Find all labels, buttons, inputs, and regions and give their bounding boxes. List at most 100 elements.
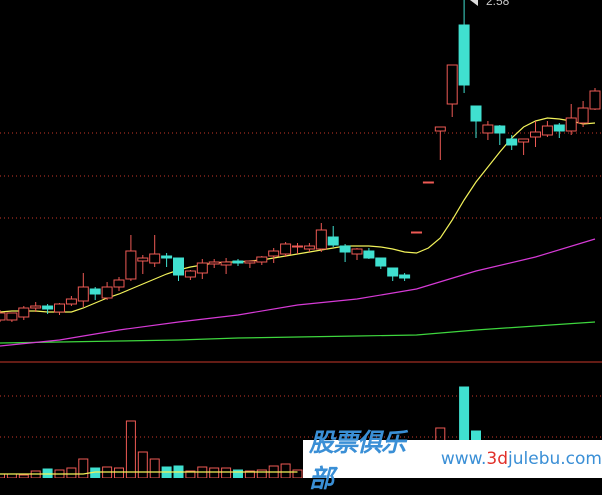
candle-down	[387, 267, 399, 281]
volume-bar	[221, 467, 232, 478]
volume-bar	[233, 469, 243, 478]
candle-body	[149, 253, 161, 264]
candle-down	[232, 259, 244, 266]
candle-up	[434, 126, 446, 160]
volume-bar	[125, 420, 136, 478]
price-high-label: 2.58	[486, 0, 510, 8]
candle-down	[161, 253, 173, 267]
candle-up	[411, 231, 422, 234]
candle-down	[42, 304, 54, 314]
candle-body	[387, 267, 399, 277]
candle-body	[125, 250, 137, 280]
candle-body	[268, 250, 280, 257]
candle-up	[351, 248, 363, 260]
candle-body	[101, 286, 113, 299]
candle-body	[137, 257, 149, 262]
candle-up	[422, 181, 434, 184]
volume-bar	[18, 474, 29, 478]
candle-body	[232, 260, 244, 264]
ma-short-line	[0, 117, 596, 313]
candle-body	[0, 312, 6, 321]
grid-lines	[0, 132, 602, 438]
candle-body	[482, 124, 494, 134]
candle-body	[18, 307, 30, 318]
volume-bar	[209, 467, 220, 478]
candle-body	[303, 245, 315, 250]
volume-bar	[244, 470, 255, 478]
candle-down	[89, 287, 101, 300]
candle-up	[280, 242, 292, 257]
candle-up	[315, 223, 327, 252]
candle-up	[577, 101, 589, 127]
candle-down	[553, 123, 565, 138]
volume-bar	[256, 469, 267, 478]
candle-body	[422, 181, 434, 184]
candle-body	[375, 257, 387, 267]
candle-body	[6, 312, 18, 321]
candle-body	[411, 231, 422, 234]
candle-body	[339, 245, 351, 253]
volume-ma-line	[0, 471, 298, 475]
candle-down	[506, 135, 518, 150]
candle-down	[363, 248, 375, 259]
candle-up	[530, 121, 541, 147]
candle-down	[173, 257, 184, 281]
candle-down	[339, 244, 351, 262]
candle-body	[589, 90, 601, 110]
candle-up	[303, 243, 315, 252]
volume-bar	[0, 473, 5, 478]
candle-body	[196, 262, 208, 274]
candle-up	[184, 270, 196, 280]
candle-body	[208, 261, 220, 265]
candle-body	[220, 261, 232, 266]
candle-up	[220, 258, 232, 274]
candle-up	[137, 255, 149, 274]
candle-up	[65, 296, 77, 306]
candle-body	[161, 255, 173, 259]
candle-up	[589, 88, 601, 110]
candle-up	[149, 235, 161, 267]
candle-body	[518, 138, 530, 143]
candle-body	[65, 298, 77, 305]
candlestick-chart: 2.58	[0, 0, 602, 478]
candle-up	[292, 243, 303, 254]
candle-body	[530, 131, 541, 138]
volume-bar	[114, 467, 124, 478]
candle-up	[30, 302, 42, 312]
candle-body	[458, 24, 470, 86]
candle-down	[458, 0, 470, 93]
candle-body	[446, 64, 458, 105]
watermark-url: www.3djulebu.com	[440, 449, 602, 469]
volume-bar	[78, 458, 89, 478]
volume-bar	[185, 470, 196, 478]
candle-body	[506, 138, 518, 146]
candle-down	[399, 273, 411, 281]
candles	[0, 0, 601, 322]
candle-up	[268, 248, 280, 263]
candle-body	[553, 124, 565, 132]
candle-up	[565, 104, 577, 135]
candle-up	[113, 277, 125, 291]
volume-bar	[459, 386, 470, 478]
candle-body	[351, 248, 363, 255]
candle-body	[292, 245, 303, 248]
candle-up	[125, 235, 137, 281]
candle-down	[494, 125, 506, 145]
candle-up	[6, 312, 18, 322]
candle-down	[327, 226, 339, 247]
candle-up	[208, 259, 220, 268]
candle-up	[256, 256, 268, 265]
watermark-cn: 股票俱乐部	[309, 428, 406, 493]
candle-body	[315, 229, 327, 250]
candle-body	[577, 107, 589, 124]
candle-up	[18, 306, 30, 320]
candle-body	[113, 279, 125, 288]
candle-body	[244, 260, 256, 264]
candle-body	[434, 126, 446, 132]
candle-body	[77, 286, 89, 302]
candle-up	[541, 121, 553, 137]
candle-body	[541, 125, 553, 136]
moving-averages	[0, 117, 596, 347]
volume-bar	[292, 469, 303, 478]
candle-body	[54, 303, 65, 313]
